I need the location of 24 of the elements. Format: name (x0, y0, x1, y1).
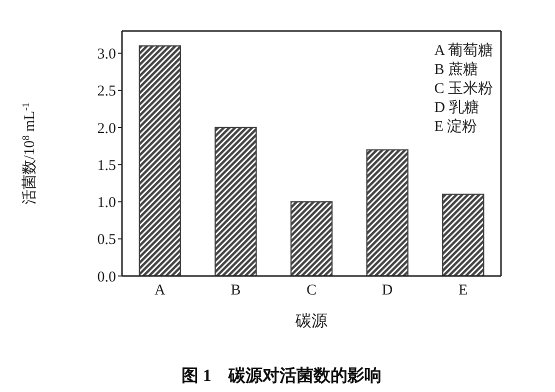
bar (138, 45, 182, 276)
bar (290, 201, 333, 276)
bar (366, 149, 408, 276)
x-tick-label: A (154, 282, 166, 299)
x-tick-label: B (230, 282, 241, 299)
bar (214, 126, 257, 276)
text: 图 1 碳源对活菌数的影响 (180, 365, 382, 387)
annotation: B 蔗糖 (434, 61, 479, 80)
annotation: A 葡萄糖 (434, 42, 493, 61)
y-tick-label: 1.5 (97, 158, 116, 174)
bar (442, 194, 484, 276)
y-tick-label: 2.5 (97, 84, 116, 100)
x-tick-label: E (458, 282, 468, 299)
y-tick-label: 2.0 (97, 120, 116, 137)
annotation: D 乳糖 (434, 99, 480, 118)
x-axis-title: 碳源 (294, 312, 328, 330)
y-tick-label: 0.0 (97, 269, 116, 286)
y-tick-label: 3.0 (97, 46, 116, 63)
x-tick-label: C (306, 282, 317, 299)
x-tick-label: D (382, 282, 393, 299)
y-tick-label: 1.0 (97, 195, 116, 212)
y-tick-label: 0.5 (97, 232, 116, 248)
annotation: E 淀粉 (434, 118, 478, 137)
annotation: C 玉米粉 (434, 80, 493, 99)
